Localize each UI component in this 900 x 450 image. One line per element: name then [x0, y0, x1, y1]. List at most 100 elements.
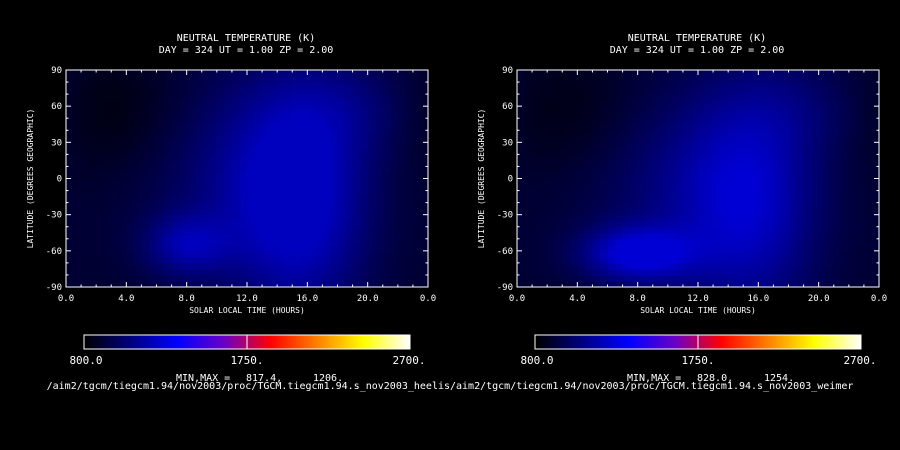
heatmap-cell — [547, 142, 556, 149]
colorbar-segment — [98, 335, 101, 349]
heatmap-cell — [713, 184, 722, 192]
heatmap-cell — [239, 262, 248, 270]
heatmap-cell — [292, 70, 301, 77]
colorbar-segment — [600, 335, 603, 349]
colorbar-segment — [269, 335, 272, 349]
colorbar-segment — [594, 335, 597, 349]
heatmap-cell — [735, 88, 744, 95]
heatmap-cell — [841, 226, 850, 234]
heatmap-cell — [517, 184, 526, 192]
heatmap-cell — [284, 268, 293, 276]
heatmap-cell — [532, 226, 541, 234]
y-tick-label: 90 — [502, 66, 513, 76]
heatmap-cell — [96, 274, 105, 282]
heatmap-cell — [705, 94, 714, 101]
heatmap-cell — [390, 136, 399, 143]
heatmap-cell — [345, 100, 354, 107]
heatmap-cell — [337, 82, 346, 89]
heatmap-cell — [841, 280, 850, 288]
heatmap-cell — [720, 214, 729, 222]
heatmap-cell — [592, 100, 601, 107]
heatmap-cell — [224, 124, 233, 131]
heatmap-cell — [547, 184, 556, 192]
heatmap-cell — [375, 76, 384, 83]
heatmap-cell — [615, 82, 624, 89]
heatmap-cell — [73, 226, 82, 234]
heatmap-cell — [622, 112, 631, 119]
heatmap-cell — [111, 82, 120, 89]
heatmap-cell — [517, 280, 526, 288]
heatmap-cell — [524, 202, 533, 210]
heatmap-cell — [532, 274, 541, 282]
heatmap-cell — [796, 256, 805, 264]
heatmap-cell — [803, 82, 812, 89]
heatmap-cell — [532, 82, 541, 89]
colorbar-segment — [326, 335, 329, 349]
heatmap-cell — [690, 220, 699, 228]
colorbar-segment — [775, 335, 778, 349]
heatmap-cell — [269, 202, 278, 210]
heatmap-cell — [412, 172, 422, 180]
colorbar-segment — [322, 335, 325, 349]
heatmap-cell — [758, 232, 767, 240]
heatmap-cell — [637, 130, 646, 137]
heatmap-cell — [780, 112, 790, 119]
heatmap-cell — [773, 232, 782, 240]
heatmap-cell — [818, 142, 827, 149]
heatmap-cell — [637, 232, 646, 240]
heatmap-cell — [141, 232, 150, 240]
heatmap-cell — [96, 250, 105, 258]
heatmap-cell — [405, 280, 414, 288]
heatmap-cell — [247, 178, 256, 186]
heatmap-cell — [141, 214, 150, 222]
heatmap-cell — [848, 202, 857, 210]
heatmap-cell — [660, 160, 669, 168]
heatmap-cell — [209, 88, 218, 95]
heatmap-cell — [630, 118, 639, 125]
heatmap-cell — [164, 172, 173, 180]
heatmap-cell — [728, 172, 737, 180]
heatmap-cell — [848, 232, 857, 240]
x-tick-label: 20.0 — [357, 294, 379, 304]
colorbar-segment — [118, 335, 122, 349]
heatmap-cell — [562, 226, 571, 234]
heatmap-cell — [856, 82, 865, 89]
heatmap-cell — [141, 142, 150, 149]
heatmap-cell — [209, 280, 218, 288]
heatmap-cell — [284, 262, 293, 270]
heatmap-cell — [96, 172, 105, 180]
heatmap-cell — [569, 184, 578, 192]
colorbar-segment — [632, 335, 636, 349]
heatmap-cell — [133, 214, 143, 222]
heatmap-cell — [269, 280, 278, 288]
heatmap-cell — [592, 184, 601, 192]
heatmap-cell — [209, 238, 218, 246]
heatmap-cell — [743, 244, 752, 252]
heatmap-cell — [818, 262, 827, 270]
heatmap-cell — [615, 244, 624, 252]
heatmap-cell — [848, 172, 857, 180]
heatmap-cell — [584, 100, 594, 107]
heatmap-cell — [420, 82, 429, 89]
heatmap-cell — [239, 184, 248, 192]
heatmap-cell — [735, 172, 744, 180]
heatmap-cell — [239, 214, 248, 222]
heatmap-cell — [780, 250, 790, 258]
heatmap-cell — [337, 238, 346, 246]
heatmap-cell — [554, 124, 563, 131]
heatmap-cell — [637, 262, 646, 270]
heatmap-cell — [329, 136, 339, 143]
heatmap-cell — [179, 172, 188, 180]
heatmap-cell — [412, 142, 422, 149]
heatmap-cell — [607, 274, 616, 282]
heatmap-cell — [743, 208, 752, 216]
heatmap-cell — [314, 124, 324, 131]
heatmap-cell — [186, 202, 195, 210]
heatmap-cell — [728, 226, 737, 234]
heatmap-cell — [645, 76, 654, 83]
heatmap-cell — [156, 106, 165, 113]
heatmap-cell — [630, 226, 639, 234]
heatmap-cell — [698, 148, 707, 155]
heatmap-cell — [743, 118, 752, 125]
heatmap-cell — [569, 274, 578, 282]
